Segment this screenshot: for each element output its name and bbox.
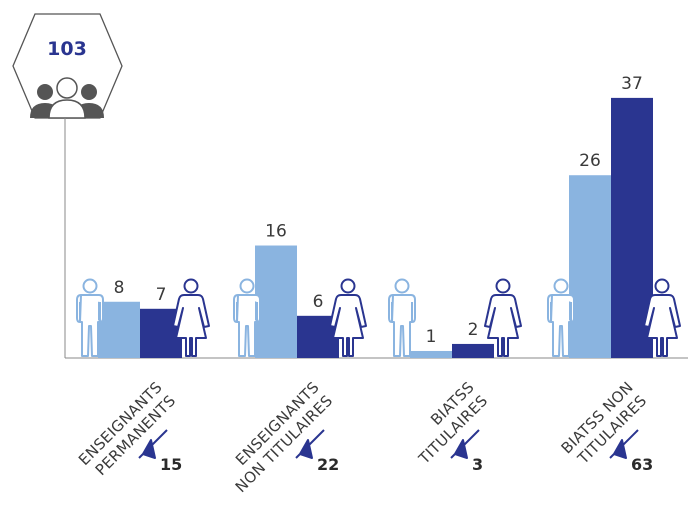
value-label: 16	[265, 222, 287, 242]
total-label: 15	[160, 455, 182, 474]
value-label: 1	[426, 327, 437, 347]
bar-men	[569, 175, 611, 358]
triangle-marker-icon	[450, 429, 480, 459]
bar-women	[452, 343, 494, 358]
value-label: 8	[114, 278, 125, 298]
group-people-icon	[30, 77, 104, 119]
triangle-marker-icon	[138, 429, 168, 459]
header-badge: 103	[12, 13, 123, 119]
category-label: ENSEIGNANTSNON TITULAIRES	[218, 378, 336, 496]
bar-men	[255, 245, 297, 358]
triangle-marker-icon	[609, 429, 639, 459]
value-label: 7	[156, 285, 167, 305]
header-total: 103	[47, 38, 87, 60]
total-label: 22	[317, 455, 339, 474]
bar-men	[410, 350, 452, 358]
value-label: 26	[579, 151, 601, 171]
value-label: 2	[468, 320, 479, 340]
bar-men	[98, 301, 140, 358]
value-label: 6	[313, 292, 324, 312]
triangle-marker-icon	[295, 429, 325, 459]
plot-area: 8 7ENSEIGNANTSPERMANENTS15166ENSEIGNANTSN…	[75, 74, 681, 496]
man-icon	[388, 278, 416, 357]
total-label: 3	[472, 455, 483, 474]
total-label: 63	[631, 455, 653, 474]
value-label: 37	[621, 74, 643, 94]
